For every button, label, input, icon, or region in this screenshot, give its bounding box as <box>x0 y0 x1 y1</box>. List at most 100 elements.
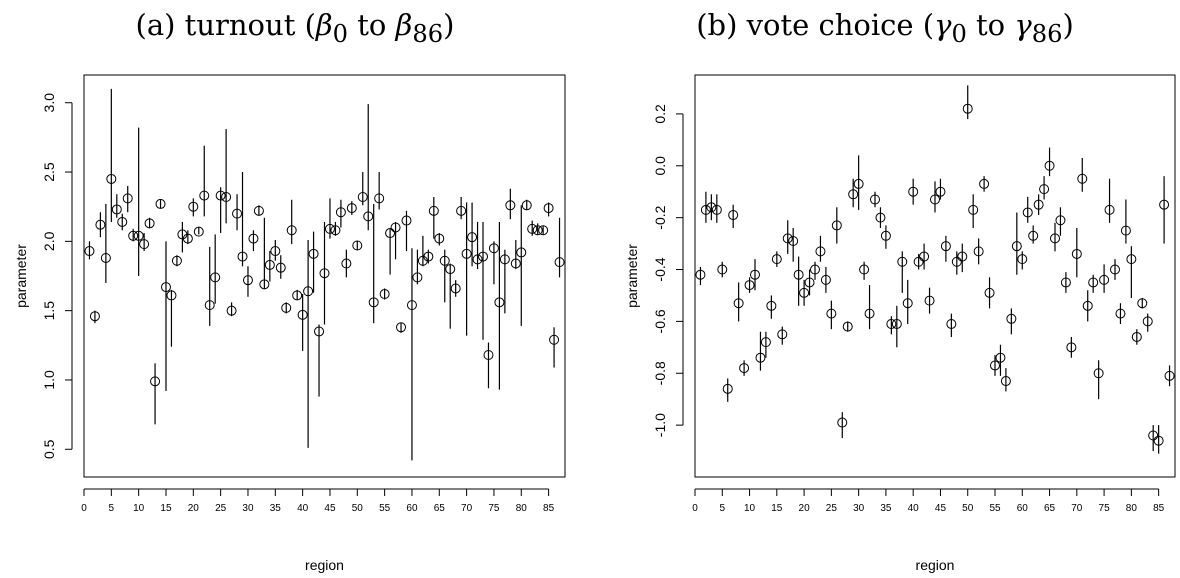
data-point <box>1148 425 1159 452</box>
x-tick-label: 35 <box>270 503 282 514</box>
data-point <box>330 221 341 236</box>
point-marker <box>799 287 810 298</box>
data-point <box>303 239 314 448</box>
point-marker <box>319 268 330 279</box>
point-marker <box>1017 254 1028 265</box>
data-point <box>237 172 248 267</box>
point-marker <box>1142 316 1153 327</box>
point-marker <box>314 326 325 337</box>
data-point <box>870 191 880 208</box>
data-point <box>1071 228 1082 278</box>
data-point <box>924 287 935 314</box>
title-mid: to <box>966 8 1015 42</box>
data-point <box>1137 298 1148 309</box>
data-point <box>117 213 128 231</box>
y-tick-label: -0.2 <box>652 205 668 229</box>
x-tick-label: 50 <box>962 503 974 514</box>
point-marker <box>1011 241 1022 252</box>
point-marker <box>89 311 100 322</box>
point-marker <box>275 262 286 273</box>
turnout-plot: 0 5 10 15 20 25 30 35 40 45 50 55 60 65 70 75 80 85 0.5 1.0… <box>13 74 566 573</box>
data-point <box>554 217 565 278</box>
point-marker <box>488 243 499 254</box>
data-point <box>450 280 461 297</box>
point-marker <box>886 318 897 329</box>
data-point <box>788 228 799 262</box>
data-point <box>494 221 505 390</box>
x-tick-label: 80 <box>1126 503 1138 514</box>
point-marker <box>554 257 565 268</box>
point-marker <box>226 305 237 316</box>
point-marker <box>543 203 554 214</box>
point-marker <box>935 186 946 197</box>
point-marker <box>815 246 826 257</box>
point-marker <box>199 190 210 201</box>
point-marker <box>1033 199 1044 210</box>
data-point <box>226 302 237 317</box>
data-point <box>902 279 913 324</box>
data-point <box>859 261 870 280</box>
title-symbol-end: β <box>395 8 413 42</box>
x-tick-label: 5 <box>719 503 725 514</box>
data-point <box>1017 251 1028 270</box>
x-tick-label: 5 <box>109 503 115 514</box>
point-marker <box>739 363 750 374</box>
data-point <box>1000 368 1011 392</box>
point-marker <box>516 247 527 258</box>
data-point <box>1126 246 1137 299</box>
point-marker <box>880 230 891 241</box>
point-marker <box>412 272 423 283</box>
title-subscript-start: 0 <box>951 19 967 48</box>
point-marker <box>695 269 706 280</box>
point-marker <box>842 321 853 332</box>
point-marker <box>1028 230 1039 241</box>
point-marker <box>864 308 875 319</box>
y-tick-label: -1.0 <box>652 413 668 437</box>
point-marker <box>979 178 990 189</box>
point-marker <box>297 309 308 320</box>
y-axis-label: parameter <box>624 244 640 308</box>
x-tick-label: 10 <box>133 503 145 514</box>
data-point <box>264 251 275 282</box>
x-tick-label: 65 <box>434 503 446 514</box>
point-marker <box>232 208 243 219</box>
data-point <box>995 344 1006 376</box>
point-marker <box>188 201 199 212</box>
title-prefix: (b) vote choice ( <box>696 8 935 42</box>
x-tick-label: 70 <box>461 503 473 514</box>
data-point <box>777 326 788 345</box>
data-point <box>935 178 946 200</box>
data-point <box>538 225 549 236</box>
point-marker <box>549 334 560 345</box>
data-point <box>516 205 527 326</box>
point-marker <box>510 258 521 269</box>
data-point <box>1159 176 1170 244</box>
point-marker <box>957 251 968 262</box>
data-point <box>957 243 968 273</box>
point-marker <box>973 246 984 257</box>
point-marker <box>1153 435 1164 446</box>
point-marker <box>968 204 979 215</box>
point-marker <box>210 272 221 283</box>
data-point <box>357 172 368 206</box>
data-point <box>930 181 940 213</box>
data-point <box>875 207 886 229</box>
data-point <box>543 202 554 217</box>
point-marker <box>292 290 303 301</box>
data-point <box>793 256 804 306</box>
data-point <box>335 199 346 228</box>
data-point <box>990 355 1000 376</box>
data-point <box>695 266 706 286</box>
point-marker <box>401 215 412 226</box>
x-tick-label: 20 <box>799 503 811 514</box>
x-tick-label: 50 <box>352 503 364 514</box>
point-marker <box>1050 233 1060 244</box>
data-point <box>281 302 292 314</box>
x-tick-label: 65 <box>1044 503 1056 514</box>
point-marker <box>1000 376 1011 387</box>
data-point <box>760 331 771 358</box>
title-symbol-start: γ <box>934 8 952 42</box>
title-subscript-end: 86 <box>1031 19 1063 48</box>
point-marker <box>1120 225 1131 236</box>
point-marker <box>357 191 368 202</box>
